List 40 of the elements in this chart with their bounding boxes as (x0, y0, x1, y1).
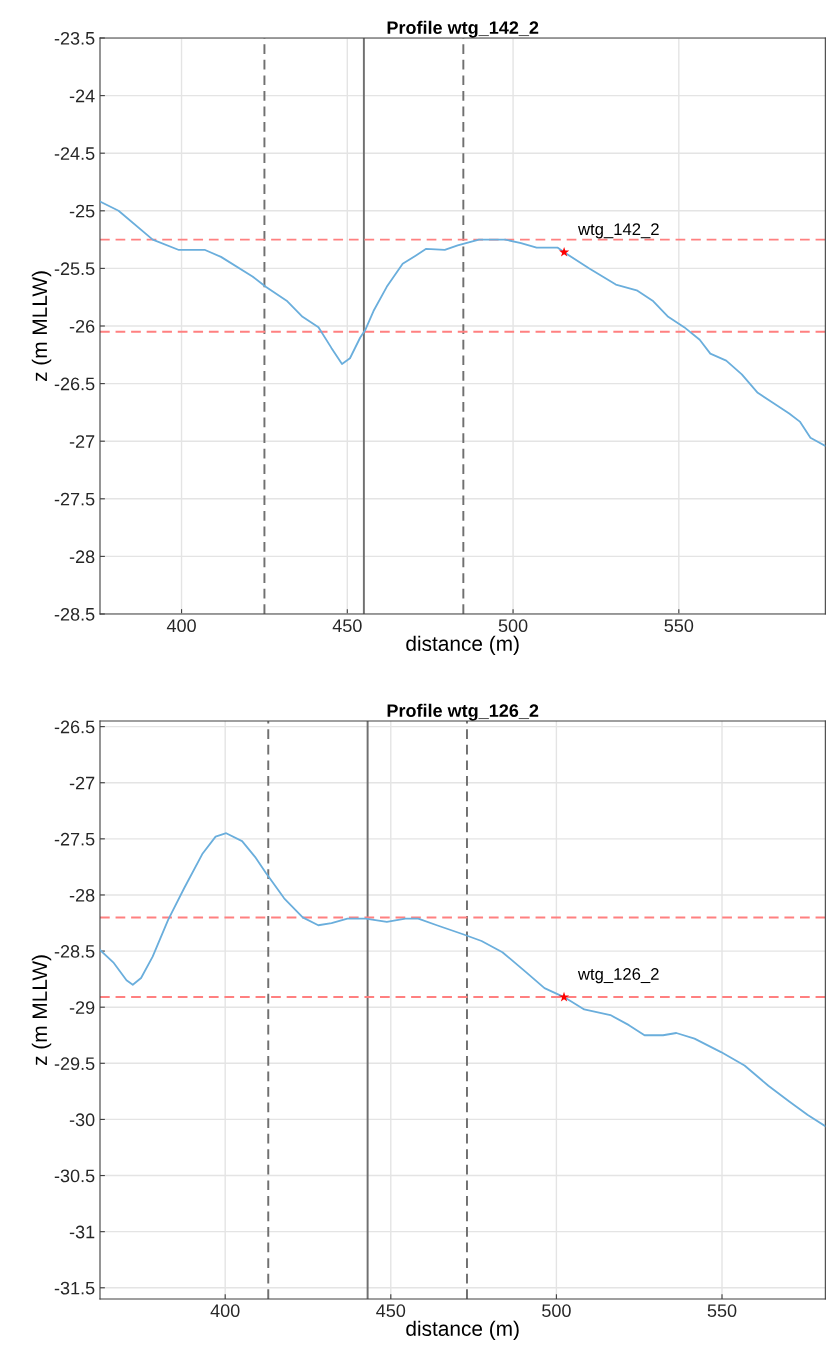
x-tick-label: 450 (332, 619, 362, 633)
line-series (100, 832, 826, 1128)
y-tick-label: -25 (69, 204, 95, 218)
series-label: wtg_126_2 (577, 968, 659, 984)
x-axis-title: distance (m) (406, 1320, 519, 1341)
y-tick-label: -25.5 (54, 262, 95, 276)
x-tick-label: 450 (376, 1304, 406, 1318)
y-tick-label: -29 (69, 1001, 95, 1014)
x-tick-label: 500 (542, 1304, 571, 1318)
y-tick-label: -26.5 (54, 377, 95, 391)
x-axis-title: distance (m) (406, 635, 519, 656)
y-tick-label: -28.5 (54, 607, 95, 621)
y-tick-label: -28 (69, 550, 95, 564)
y-tick-label: -27 (69, 435, 95, 448)
x-tick-label: 400 (166, 619, 196, 633)
chart-title: Profile wtg_126_2 (387, 703, 539, 721)
chart-title: Profile wtg_142_2 (387, 20, 539, 38)
y-axis-title: z (m MLLW) (31, 271, 52, 382)
y-tick-label: -27 (69, 776, 95, 790)
y-tick-label: -28 (69, 888, 95, 902)
x-tick-label: 500 (498, 619, 528, 633)
y-tick-label: -24 (69, 89, 95, 103)
y-tick-label: -31 (69, 1225, 95, 1239)
x-tick-label: 400 (210, 1304, 240, 1318)
y-tick-label: -28.5 (54, 945, 95, 958)
x-tick-label: 550 (664, 619, 694, 633)
series-label: wtg_142_2 (577, 223, 659, 239)
y-tick-label: -29.5 (54, 1057, 95, 1071)
y-axis-title: z (m MLLW) (31, 955, 52, 1066)
y-tick-label: -30 (69, 1113, 95, 1127)
y-tick-label: -26.5 (54, 720, 95, 734)
y-tick-label: -26 (69, 319, 95, 333)
y-tick-label: -27.5 (54, 492, 95, 506)
line-series (100, 200, 826, 447)
y-tick-label: -30.5 (54, 1169, 95, 1183)
y-tick-label: -24.5 (54, 147, 95, 160)
y-tick-label: -31.5 (54, 1281, 95, 1295)
x-tick-label: 550 (707, 1304, 737, 1318)
y-tick-label: -27.5 (54, 832, 95, 846)
y-tick-label: -23.5 (54, 31, 95, 45)
